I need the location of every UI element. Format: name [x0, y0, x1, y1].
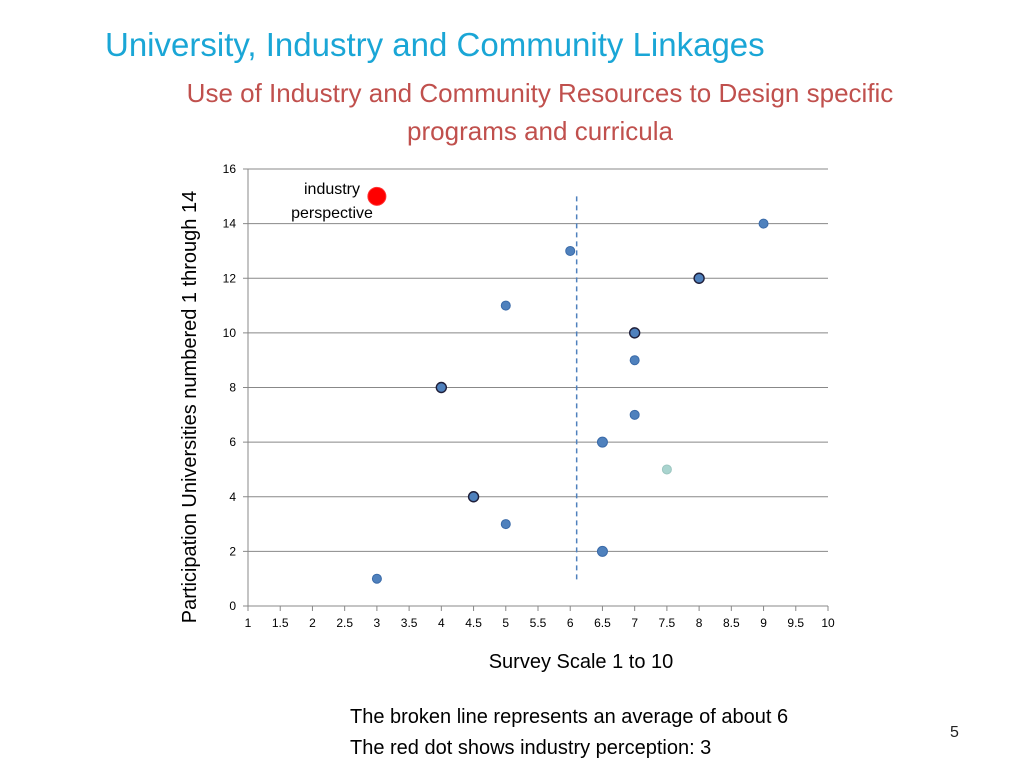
x-tick-label-2: 2: [309, 616, 316, 630]
x-tick-label-9: 9: [760, 616, 767, 630]
x-tick-label-5: 5: [502, 616, 509, 630]
y-tick-label-2: 2: [229, 544, 236, 558]
x-tick-label-5.5: 5.5: [530, 616, 547, 630]
y-tick-label-8: 8: [229, 381, 236, 395]
data-point-university-13: [565, 245, 576, 256]
data-point-university-7: [629, 409, 640, 420]
data-point-university-4: [467, 491, 480, 503]
x-tick-label-1.5: 1.5: [272, 616, 289, 630]
data-point-university-14: [758, 218, 769, 229]
y-tick-label-0: 0: [229, 599, 236, 613]
x-tick-label-3: 3: [374, 616, 381, 630]
x-tick-label-7.5: 7.5: [659, 616, 676, 630]
x-tick-label-2.5: 2.5: [336, 616, 353, 630]
annotation-line-2: perspective: [291, 205, 373, 222]
footnotes: The broken line represents an average of…: [350, 702, 788, 764]
page-number: 5: [950, 724, 959, 741]
axis-labels: Survey Scale 1 to 10 Participation Unive…: [179, 191, 673, 673]
y-axis-label: Participation Universities numbered 1 th…: [179, 191, 201, 623]
x-tick-label-3.5: 3.5: [401, 616, 418, 630]
data-point-university-3: [500, 519, 511, 530]
axes: [243, 168, 829, 611]
x-tick-label-9.5: 9.5: [787, 616, 804, 630]
x-tick-label-8: 8: [696, 616, 703, 630]
data-point-university-2: [596, 545, 608, 557]
y-tick-label-14: 14: [223, 217, 237, 231]
y-tick-label-6: 6: [229, 435, 236, 449]
y-tick-label-12: 12: [223, 271, 237, 285]
x-tick-label-4: 4: [438, 616, 445, 630]
data-point-university-8: [435, 381, 448, 394]
y-tick-label-16: 16: [223, 162, 237, 176]
y-tick-label-10: 10: [223, 326, 237, 340]
y-tick-labels: 0 2 4 6 8 10 12 14 16: [223, 162, 237, 613]
x-tick-label-6: 6: [567, 616, 574, 630]
x-axis-label: Survey Scale 1 to 10: [489, 651, 674, 673]
note-average-line: The broken line represents an average of…: [350, 706, 789, 728]
industry-perspective-dot: [367, 186, 387, 206]
data-point-university-5: [661, 464, 672, 475]
y-tick-label-4: 4: [229, 490, 236, 504]
x-tick-label-8.5: 8.5: [723, 616, 740, 630]
slide-subtitle: Use of Industry and Community Resources …: [120, 74, 960, 150]
grid-lines: [248, 168, 828, 552]
annotation-line-1: industry: [304, 181, 360, 198]
subtitle-line-2: programs and curricula: [407, 116, 673, 146]
slide-title: University, Industry and Community Linka…: [105, 26, 765, 63]
x-tick-label-10: 10: [821, 616, 835, 630]
industry-annotation: industry perspective: [291, 181, 373, 222]
data-point-university-6: [596, 436, 608, 448]
data-point-university-9: [629, 355, 640, 366]
x-tick-label-6.5: 6.5: [594, 616, 611, 630]
data-point-university-10: [628, 327, 641, 339]
data-point-university-11: [500, 300, 511, 311]
note-industry-dot: The red dot shows industry perception: 3: [350, 737, 712, 759]
x-tick-labels: 1 1.5 2 2.5 3 3.5 4 4.5 5 5.5 6 6.5 7 7.5 8 8.5 9 9.5 10: [245, 616, 835, 630]
x-tick-label-7: 7: [631, 616, 638, 630]
data-points: [367, 186, 769, 584]
subtitle-line-1: Use of Industry and Community Resources …: [186, 78, 894, 108]
x-tick-label-1: 1: [245, 616, 252, 630]
x-tick-label-4.5: 4.5: [465, 616, 482, 630]
data-point-university-1: [371, 573, 382, 584]
data-point-university-12: [693, 272, 705, 284]
